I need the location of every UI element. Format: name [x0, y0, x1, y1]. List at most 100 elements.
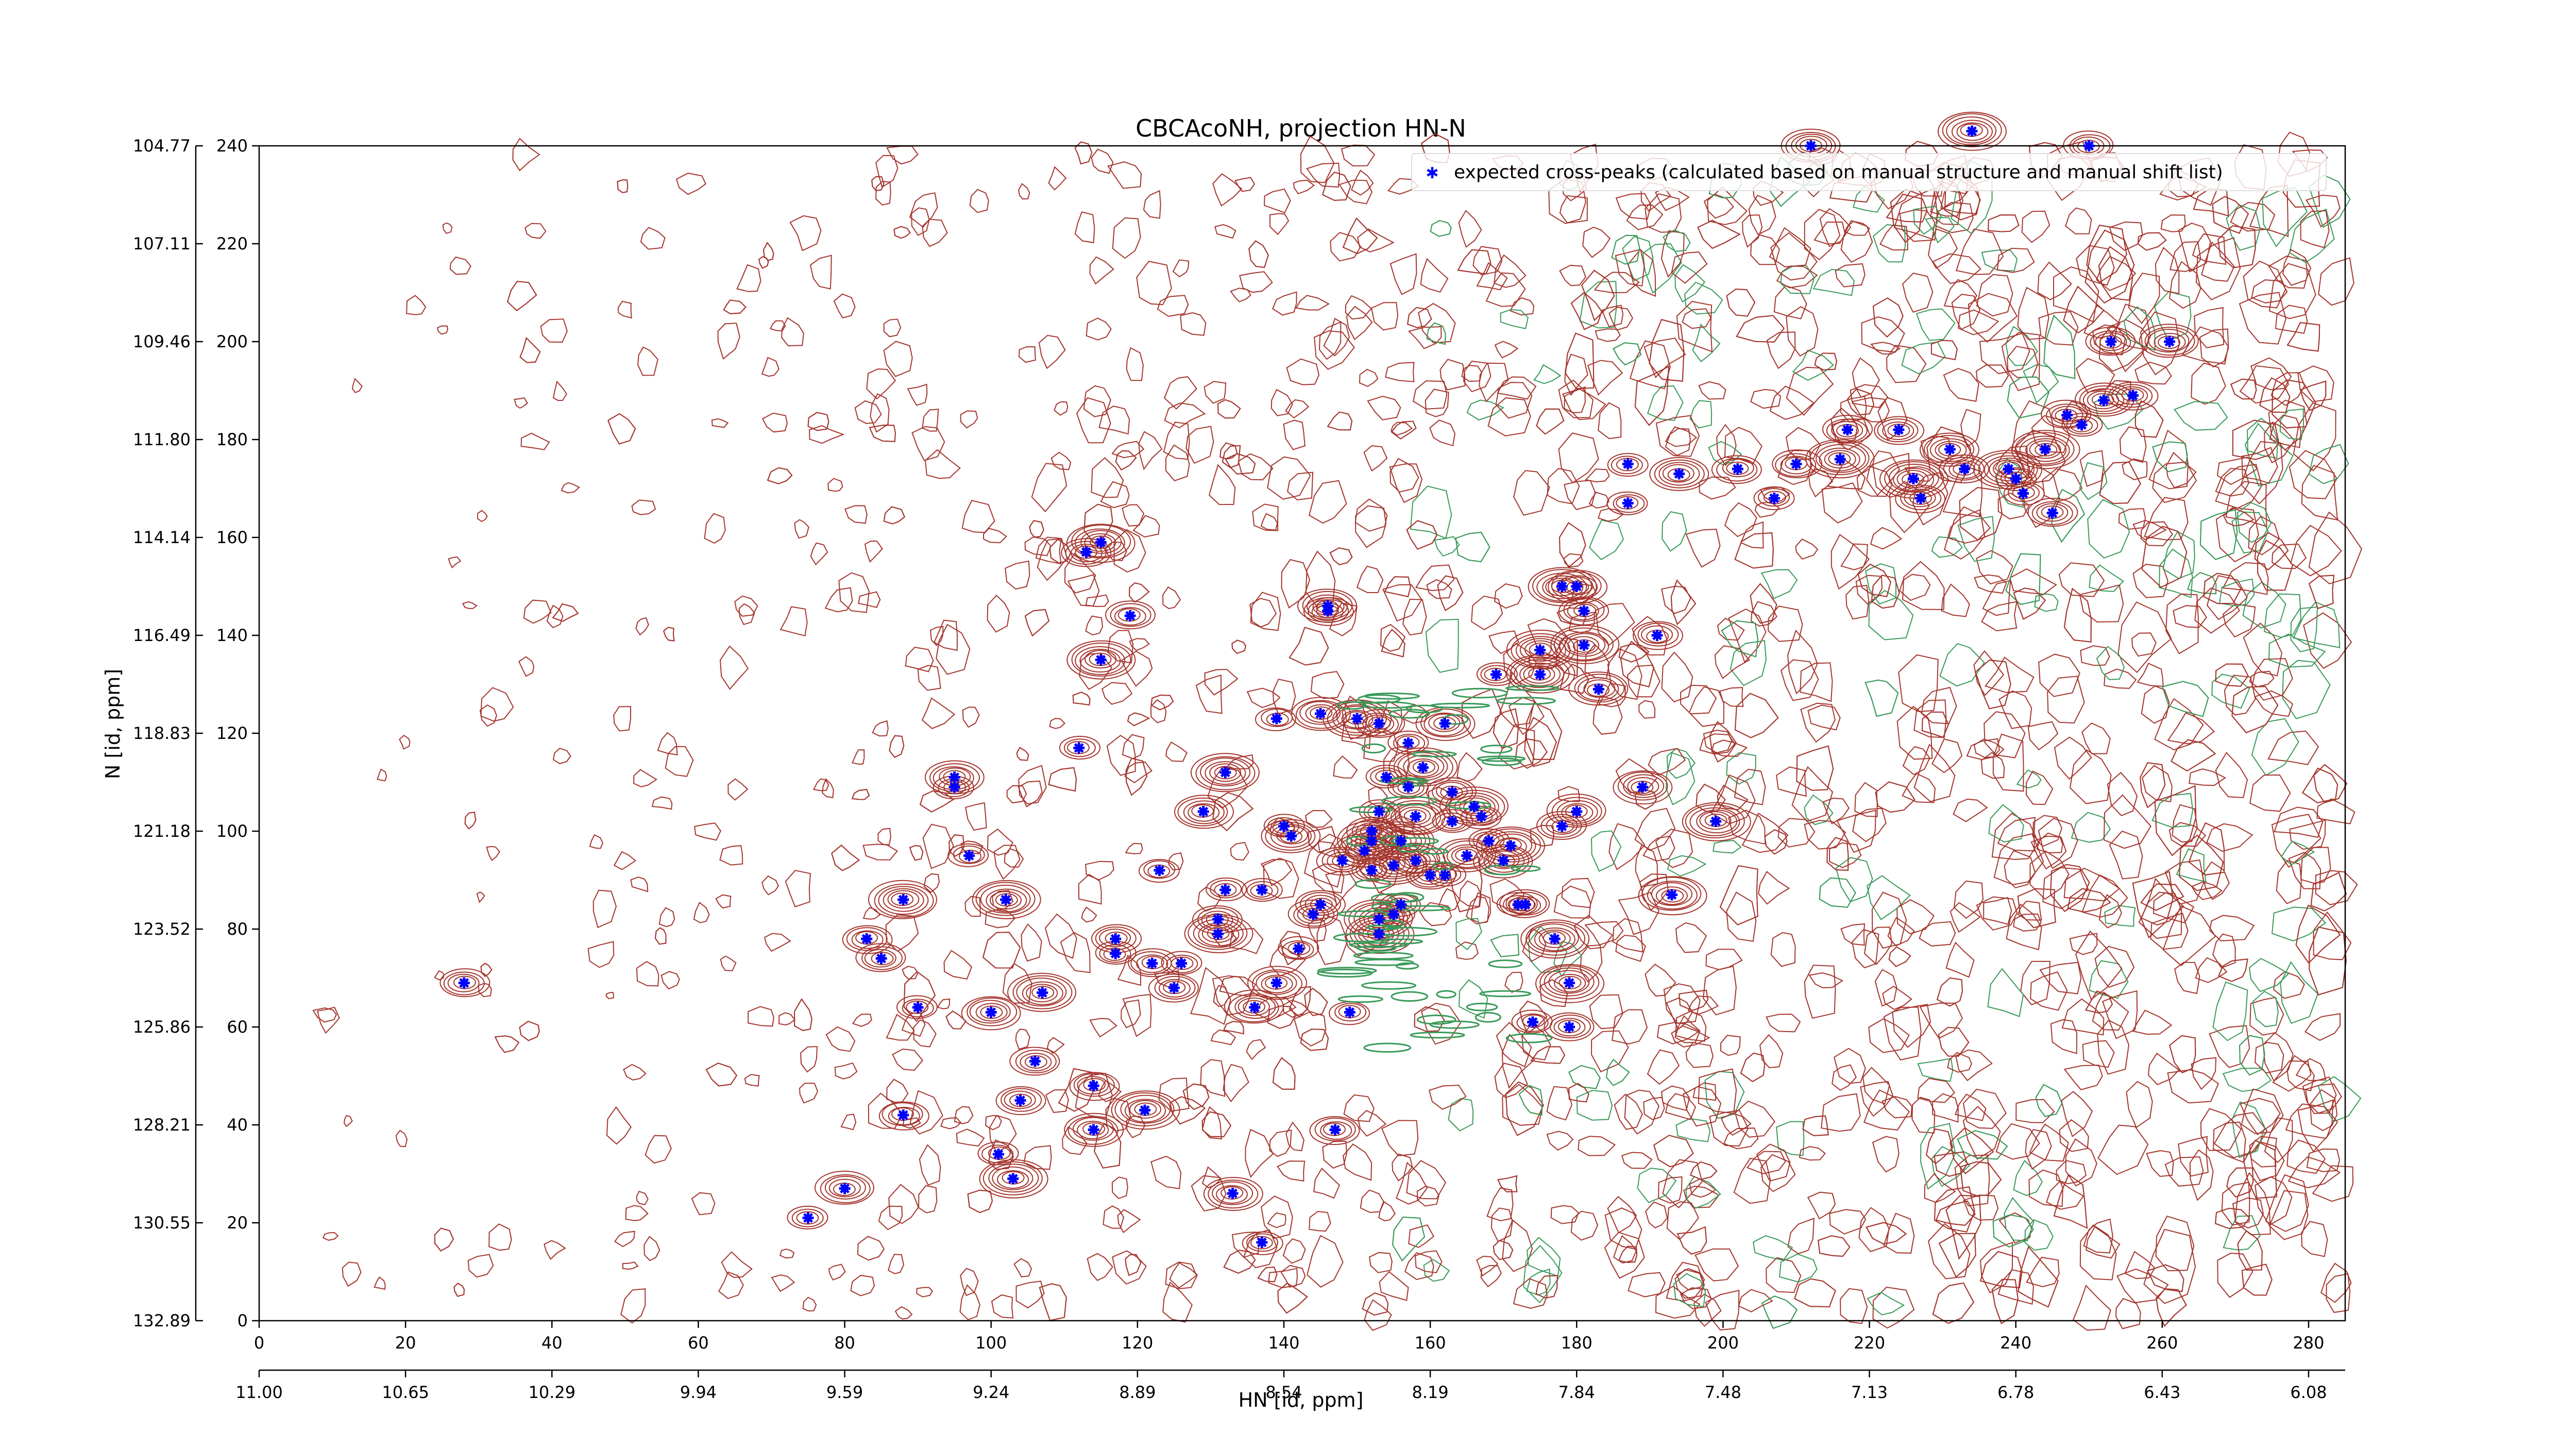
- contour-noise: [1243, 1229, 1278, 1269]
- contour-noise: [1674, 1015, 1701, 1043]
- contour-noise: [1426, 579, 1452, 599]
- contour-noise: [1368, 786, 1388, 806]
- y-tick-label: 200: [216, 332, 248, 351]
- peak-contour: [1649, 457, 1709, 491]
- contour-noise: [1158, 1077, 1190, 1112]
- contour-noise: [1992, 733, 2024, 792]
- contour-noise: [2076, 245, 2115, 286]
- contour-noise: [2155, 1215, 2195, 1272]
- contour-noise: [840, 1114, 857, 1131]
- contour-noise: [2020, 961, 2050, 1005]
- contour-noise: [2098, 324, 2146, 372]
- contour-noise: [1182, 1083, 1210, 1110]
- contour-noise: [2215, 663, 2249, 687]
- y-tick-label: 180: [216, 430, 248, 449]
- contour-noise: [1201, 1111, 1232, 1138]
- contour-noise: [1533, 364, 1562, 384]
- peak-contour: [1515, 636, 1566, 665]
- contour-noise: [1289, 627, 1329, 666]
- contour-noise: [1504, 971, 1523, 993]
- peak-contour: [947, 843, 989, 867]
- contour-noise: [857, 1236, 885, 1261]
- contour-noise: [640, 227, 666, 250]
- contour-noise: [1719, 687, 1744, 707]
- contour-noise: [1898, 654, 1939, 713]
- contour-noise: [1920, 435, 1951, 464]
- contour-noise: [1392, 1216, 1426, 1262]
- contour-noise: [2099, 461, 2141, 504]
- contour-negative: [1390, 892, 1425, 903]
- contour-noise: [1415, 564, 1455, 592]
- contour-noise: [734, 595, 758, 617]
- contour-noise: [1357, 228, 1395, 252]
- contour-noise: [1845, 585, 1870, 620]
- peak-contour: [1711, 455, 1762, 484]
- contour-noise: [2097, 1019, 2130, 1075]
- contour-noise: [1310, 671, 1345, 699]
- contour-noise: [1911, 1097, 1936, 1134]
- peak-contour: [787, 1205, 828, 1229]
- contour-noise: [888, 1184, 919, 1224]
- peak-contour: [989, 891, 1022, 910]
- peak-contour: [1662, 464, 1694, 483]
- contour-noise: [2076, 358, 2115, 393]
- peak-point: [1578, 639, 1590, 651]
- contour-noise: [1800, 662, 1833, 702]
- contour-noise: [1676, 1226, 1707, 1255]
- contour-noise: [2029, 1123, 2069, 1162]
- contour-noise: [1734, 693, 1779, 738]
- peak-contour: [2144, 327, 2195, 356]
- contour-noise: [1642, 243, 1682, 294]
- contour-noise: [2268, 1190, 2309, 1240]
- peak-contour: [1554, 973, 1586, 992]
- contour-noise: [2306, 1148, 2341, 1172]
- contour-noise: [1494, 583, 1523, 609]
- contour-noise: [2058, 562, 2105, 597]
- contour-noise: [962, 706, 980, 728]
- peak-contour: [1341, 710, 1374, 729]
- contour-noise: [1113, 529, 1146, 573]
- contour-noise: [1369, 1252, 1393, 1273]
- contour-noise: [1740, 1052, 1766, 1083]
- contour-noise: [1498, 726, 1535, 770]
- contour-noise: [909, 845, 924, 861]
- peak-contour: [1255, 707, 1296, 731]
- contour-noise: [2178, 223, 2211, 273]
- contour-noise: [1634, 365, 1670, 426]
- x-tick-label: 240: [2000, 1333, 2031, 1353]
- contour-noise: [1717, 617, 1745, 641]
- contour-noise: [486, 846, 500, 862]
- contour-noise: [694, 822, 721, 841]
- contour-noise: [1955, 1049, 1993, 1082]
- peak-contour: [1468, 828, 1510, 852]
- contour-negative: [1395, 962, 1419, 970]
- peak-contour: [1190, 753, 1260, 793]
- peak-point: [1527, 1016, 1539, 1028]
- contour-noise: [1423, 1259, 1450, 1282]
- peak-contour: [1206, 877, 1247, 901]
- peak-contour: [2154, 332, 2186, 351]
- peak-contour: [1546, 794, 1606, 828]
- ppm-x-tick-label: 7.48: [1705, 1383, 1741, 1402]
- peak-contour: [1387, 730, 1429, 754]
- peak-contour: [2003, 482, 2045, 506]
- contour-noise: [1054, 401, 1069, 416]
- contour-noise: [625, 1205, 649, 1221]
- contour-noise: [1665, 428, 1691, 457]
- contour-noise: [1561, 878, 1595, 908]
- contour-noise: [1091, 148, 1114, 174]
- x-tick-label: 280: [2293, 1333, 2324, 1353]
- contour-noise: [930, 626, 944, 646]
- peak-point: [1395, 835, 1407, 847]
- peak-contour: [1089, 652, 1112, 666]
- contour-noise: [1428, 1084, 1467, 1110]
- contour-noise: [1945, 1194, 1981, 1260]
- contour-noise: [1587, 360, 1623, 396]
- contour-noise: [822, 778, 834, 798]
- contour-noise: [838, 572, 870, 613]
- peak-contour: [1405, 861, 1456, 890]
- contour-noise: [2282, 660, 2331, 719]
- contour-noise: [1839, 1288, 1868, 1324]
- contour-noise: [1195, 674, 1223, 714]
- contour-noise: [2089, 564, 2124, 592]
